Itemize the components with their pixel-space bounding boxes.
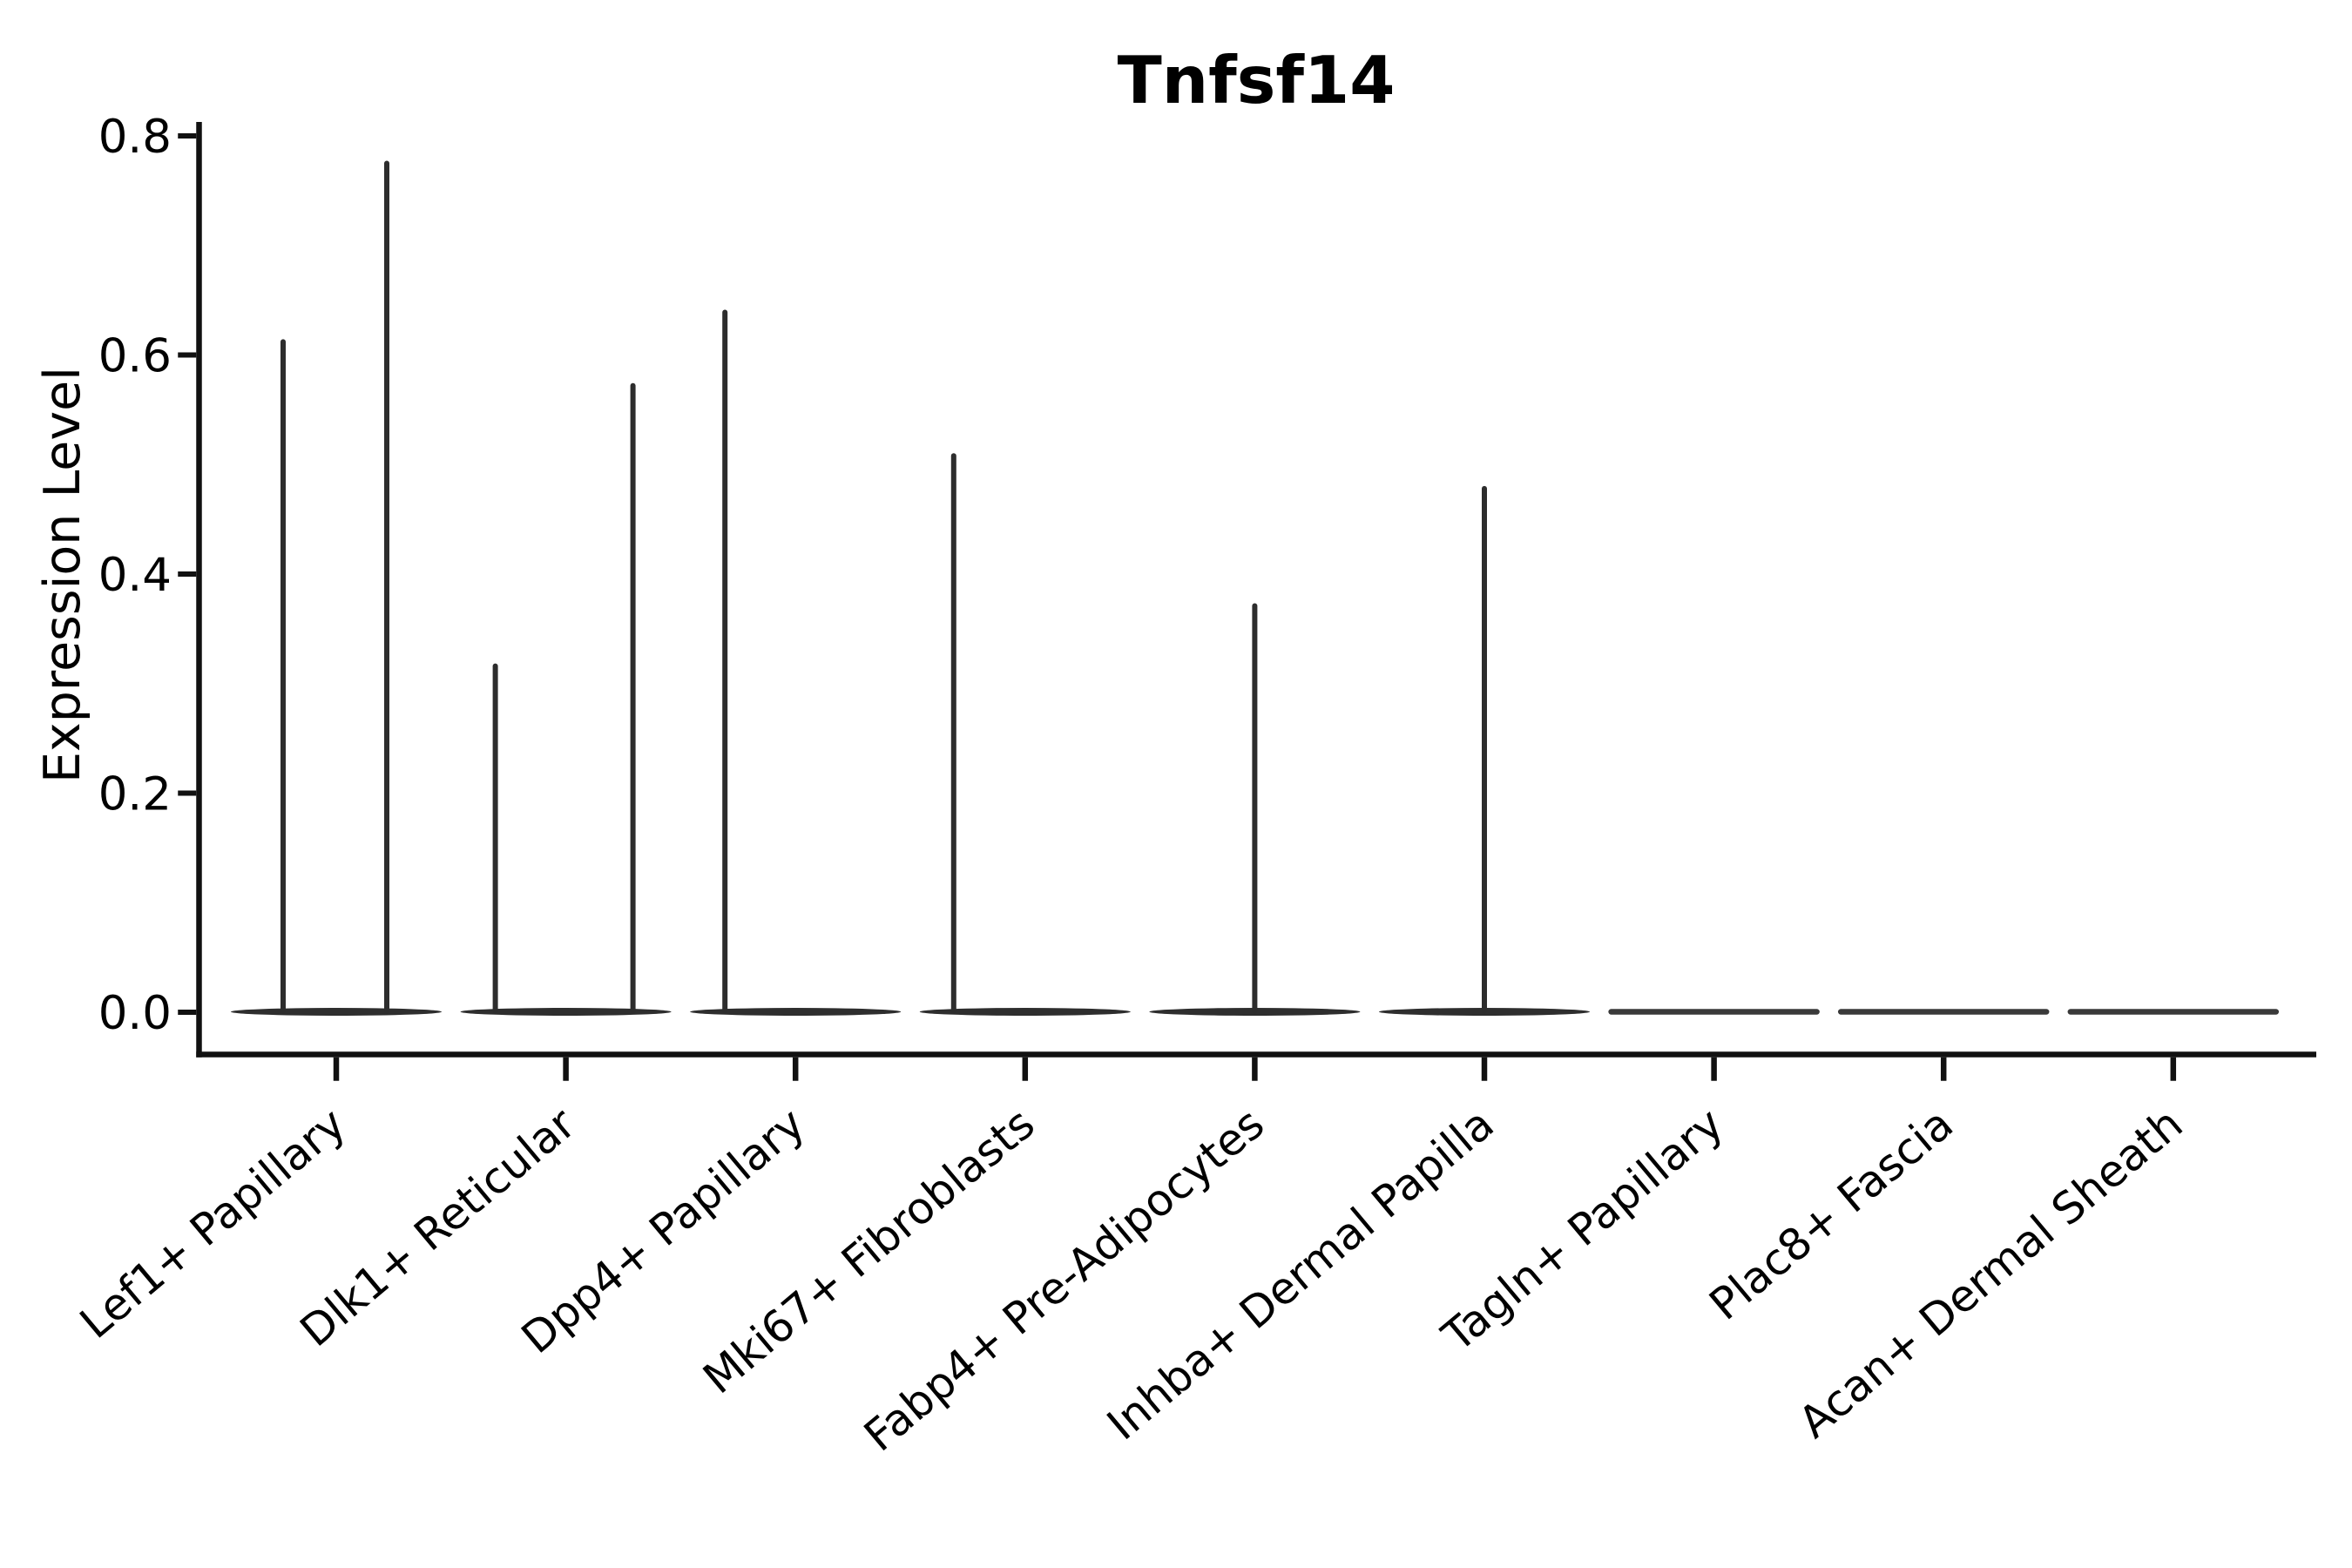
y-tick-label: 0.4 xyxy=(98,549,172,602)
violin-dpp4-papillary-base xyxy=(690,1008,902,1016)
x-tick-label-plac8-fascia: Plac8+ Fascia xyxy=(1700,1098,1963,1330)
violin-mki67-fibroblasts-base xyxy=(919,1008,1131,1016)
x-tick-label-acan-dermal-sheath: Acan+ Dermal Sheath xyxy=(1789,1098,2193,1448)
violin-dlk1-reticular-base xyxy=(460,1008,672,1016)
plot-title: Tnfsf14 xyxy=(1117,42,1396,118)
y-tick-label: 0.8 xyxy=(98,111,172,164)
y-tick-label: 0.6 xyxy=(98,330,172,383)
x-tick-label-fabp4-pre-adipocytes: Fabp4+ Pre-Adipocytes xyxy=(855,1098,1274,1462)
y-tick-label: 0.0 xyxy=(98,987,172,1040)
violin-lef1-papillary-base xyxy=(231,1008,442,1016)
x-tick-label-inhba-dermal-papilla: Inhba+ Dermal Papilla xyxy=(1098,1098,1503,1450)
y-tick-label: 0.2 xyxy=(98,768,172,821)
